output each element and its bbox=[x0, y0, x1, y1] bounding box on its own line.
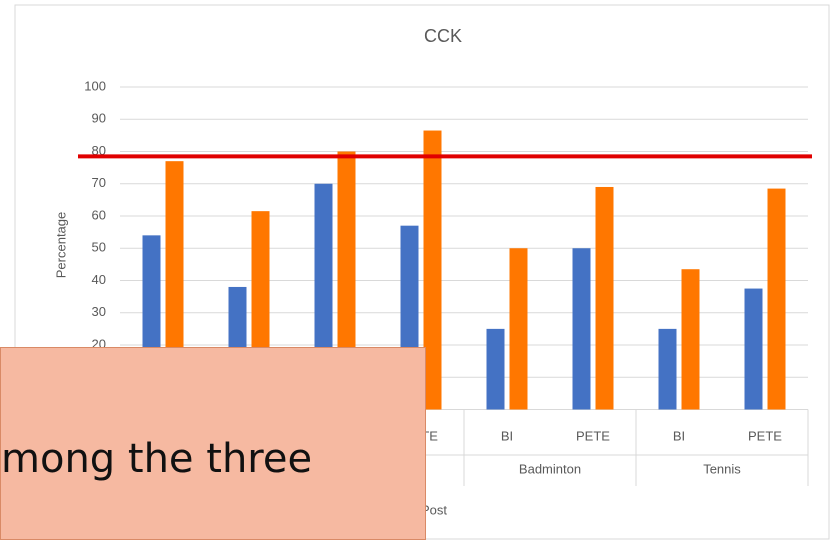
bar bbox=[572, 248, 591, 410]
chart-title: CCK bbox=[424, 26, 462, 46]
legend-label: Post bbox=[421, 502, 447, 517]
group-label: Badminton bbox=[519, 461, 581, 476]
y-tick-label: 40 bbox=[92, 272, 106, 287]
x-tick-label: PETE bbox=[576, 428, 610, 443]
bar bbox=[681, 269, 700, 410]
bar bbox=[509, 248, 528, 410]
bar bbox=[423, 130, 442, 410]
x-tick-label: PETE bbox=[748, 428, 782, 443]
y-tick-label: 50 bbox=[92, 240, 106, 255]
bar bbox=[767, 188, 786, 410]
x-tick-label: BI bbox=[501, 428, 513, 443]
y-tick-label: 80 bbox=[92, 143, 106, 158]
y-tick-label: 90 bbox=[92, 111, 106, 126]
x-tick-label: BI bbox=[673, 428, 685, 443]
bar bbox=[658, 328, 677, 410]
group-label: Tennis bbox=[703, 461, 741, 476]
overlay-text: mong the three bbox=[1, 436, 313, 482]
overlay-box: mong the three bbox=[0, 347, 426, 540]
bar bbox=[744, 288, 763, 410]
y-tick-label: 100 bbox=[84, 78, 106, 93]
y-tick-label: 60 bbox=[92, 207, 106, 222]
bar bbox=[486, 328, 505, 410]
bar bbox=[337, 151, 356, 410]
y-axis-label: Percentage bbox=[53, 212, 68, 279]
bar bbox=[595, 186, 614, 410]
y-tick-label: 30 bbox=[92, 304, 106, 319]
y-tick-label: 70 bbox=[92, 175, 106, 190]
